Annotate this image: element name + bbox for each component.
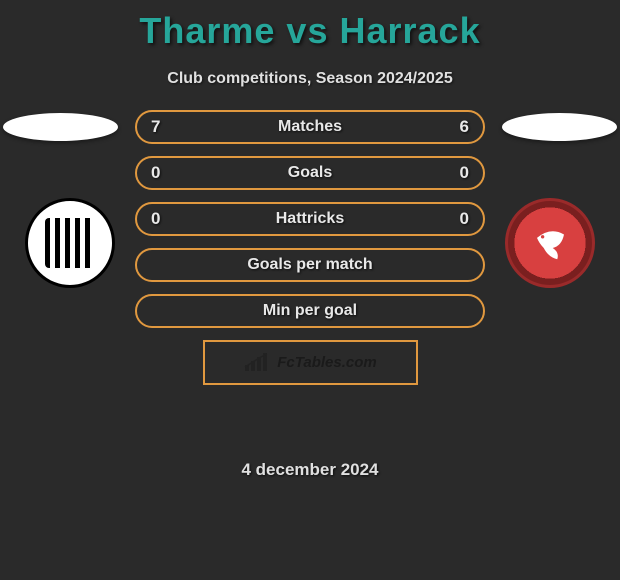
stats-list: 7 Matches 6 0 Goals 0 0 Hattricks 0 Goal… (135, 110, 485, 385)
page-title: Tharme vs Harrack (0, 0, 620, 52)
bar-chart-icon (243, 353, 271, 373)
player-badge-right (502, 113, 617, 141)
comparison-area: 7 Matches 6 0 Goals 0 0 Hattricks 0 Goal… (0, 118, 620, 438)
stat-left-value: 0 (151, 163, 171, 183)
stat-row-matches: 7 Matches 6 (135, 110, 485, 144)
team-crest-left (25, 198, 115, 288)
player-badge-left (3, 113, 118, 141)
stat-left-value: 7 (151, 117, 171, 137)
team-crest-right (505, 198, 595, 288)
stat-row-goals: 0 Goals 0 (135, 156, 485, 190)
stripes-icon (45, 218, 95, 268)
stat-label: Goals (171, 164, 449, 182)
stat-row-hattricks: 0 Hattricks 0 (135, 202, 485, 236)
stat-right-value: 0 (449, 163, 469, 183)
footer-date: 4 december 2024 (0, 460, 620, 480)
stat-label: Goals per match (171, 256, 449, 274)
stat-label: Matches (171, 118, 449, 136)
watermark-text: FcTables.com (277, 354, 376, 371)
stat-right-value: 0 (449, 209, 469, 229)
stat-row-goals-per-match: Goals per match (135, 248, 485, 282)
shrimp-icon (528, 221, 573, 266)
stat-left-value: 0 (151, 209, 171, 229)
stat-label: Min per goal (171, 302, 449, 320)
subtitle: Club competitions, Season 2024/2025 (0, 70, 620, 88)
watermark[interactable]: FcTables.com (203, 340, 418, 385)
stat-row-min-per-goal: Min per goal (135, 294, 485, 328)
stat-label: Hattricks (171, 210, 449, 228)
stat-right-value: 6 (449, 117, 469, 137)
